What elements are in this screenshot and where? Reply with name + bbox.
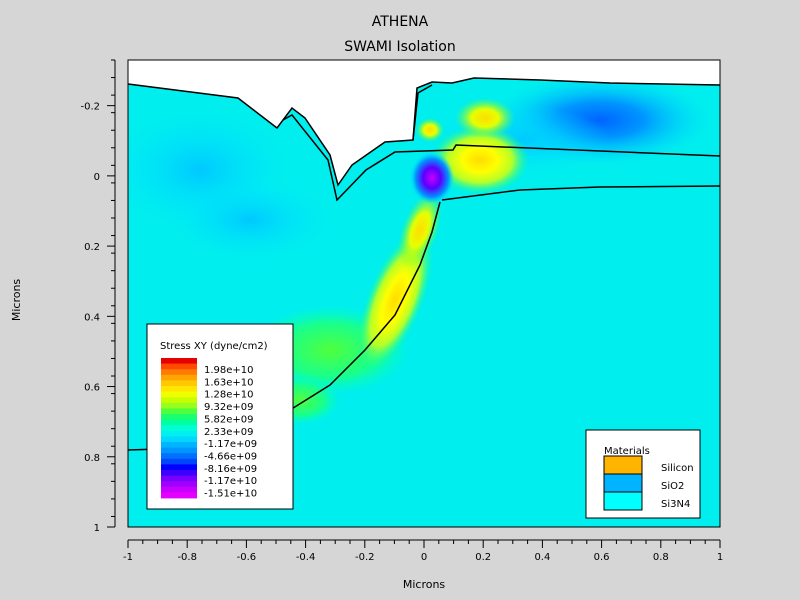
y-tick-label: 0 (94, 172, 100, 183)
colorbar-swatch (161, 419, 197, 426)
material-label: Silicon (661, 463, 694, 474)
domain-outline (127, 77, 721, 187)
y-tick-label: 0.8 (84, 453, 100, 464)
colorbar-swatch (161, 408, 197, 415)
material-swatch (603, 455, 643, 475)
colorbar-label: 1.28e+10 (204, 390, 254, 401)
x-tick-label: 0.8 (653, 552, 669, 563)
material-label: Si3N4 (661, 499, 690, 510)
x-axis-label: Microns (403, 578, 446, 591)
chart-title: ATHENA (372, 14, 429, 30)
oxide-inner-outline (282, 114, 721, 202)
colorbar-swatch (161, 363, 197, 370)
y-tick-label: 1 (94, 523, 100, 534)
colorbar-swatch (161, 458, 197, 465)
materials-rows: Silicon SiO2 Si3N4 (603, 455, 694, 511)
colorbar-label: 9.32e+09 (204, 402, 254, 413)
colorbar-swatch (161, 374, 197, 381)
colorbar-swatch (161, 464, 197, 471)
colorbar-label: -1.51e+10 (204, 489, 257, 500)
colorbar-swatch (161, 481, 197, 488)
colorbar-swatch (161, 397, 197, 404)
x-tick-label: -0.4 (296, 552, 316, 563)
colorbar-swatch (161, 358, 197, 364)
y-tick-label: 0.2 (84, 242, 100, 253)
y-tick-label: 0.6 (84, 383, 100, 394)
x-tick-label: -0.8 (177, 552, 197, 563)
x-tick-label: 0.2 (475, 552, 491, 563)
colorbar-label: 1.98e+10 (204, 365, 254, 376)
x-tick-label: -1 (123, 552, 133, 563)
colorbar-label: 1.63e+10 (204, 377, 254, 388)
nitride-interface (441, 185, 721, 201)
colorbar-swatch (161, 414, 197, 420)
colorbar-swatch (161, 442, 197, 448)
colorbar-title: Stress XY (dyne/cm2) (160, 341, 268, 352)
y-tick-label: -0.2 (80, 102, 100, 113)
colorbar-swatch (161, 492, 197, 499)
colorbar-swatch (161, 425, 197, 432)
x-tick-label: 1 (717, 552, 723, 563)
x-tick-label: 0.6 (594, 552, 610, 563)
x-tick-label: 0 (421, 552, 427, 563)
colorbar-swatch (161, 369, 197, 376)
x-tick-label: -0.2 (355, 552, 375, 563)
colorbar-swatch (161, 486, 197, 493)
x-axis: -1 -0.8 -0.6 -0.4 -0.2 0 0.2 0.4 0.6 0.8 1 (123, 539, 723, 563)
y-axis: -0.2 0 0.2 0.4 0.6 0.8 1 (80, 59, 116, 534)
colorbar-swatch (161, 447, 197, 454)
colorbar-swatches (161, 358, 197, 499)
material-swatch (603, 491, 643, 511)
colorbar-swatch (161, 391, 197, 398)
x-tick-label: -0.6 (237, 552, 257, 563)
colorbar-label: 2.33e+09 (204, 427, 254, 438)
colorbar-label: 5.82e+09 (204, 414, 254, 425)
chart-subtitle: SWAMI Isolation (344, 39, 455, 55)
material-swatch (603, 473, 643, 493)
colorbar-legend: Stress XY (dyne/cm2) 1.98e+101.63e+10 1.2… (146, 323, 294, 510)
colorbar-swatch (161, 470, 197, 476)
colorbar-swatch (161, 386, 197, 392)
materials-title: Materials (604, 446, 650, 457)
colorbar-label: -1.17e+09 (204, 439, 257, 450)
x-tick-label: 0.4 (534, 552, 550, 563)
nitride-edge (412, 84, 433, 141)
material-label: SiO2 (661, 481, 684, 492)
colorbar-label: -1.17e+10 (204, 476, 257, 487)
colorbar-swatch (161, 436, 197, 443)
y-tick-label: 0.4 (84, 312, 100, 323)
colorbar-swatch (161, 380, 197, 387)
colorbar-swatch (161, 402, 197, 409)
plot-frame (127, 59, 721, 528)
colorbar-swatch (161, 430, 197, 437)
y-axis-label: Microns (10, 279, 23, 322)
colorbar-label: -4.66e+09 (204, 451, 257, 462)
colorbar-labels: 1.98e+101.63e+10 1.28e+109.32e+095.82e+09… (204, 365, 257, 500)
colorbar-swatch (161, 453, 197, 460)
materials-legend: Materials Silicon SiO2 Si3N4 (585, 429, 701, 519)
colorbar-label: -8.16e+09 (204, 464, 257, 475)
colorbar-swatch (161, 475, 197, 482)
